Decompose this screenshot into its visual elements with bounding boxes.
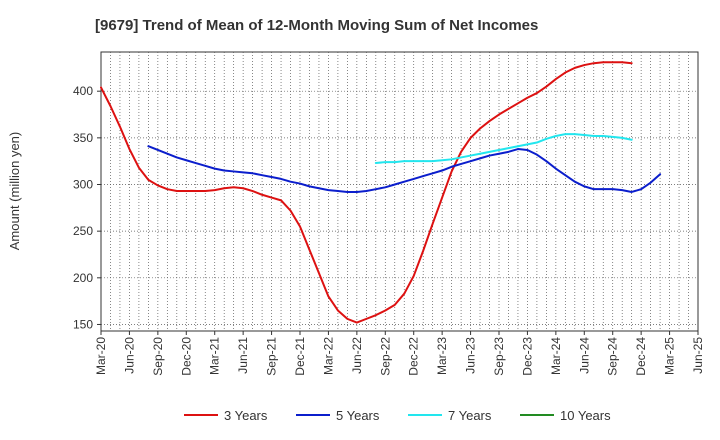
legend: 3 Years 5 Years 7 Years 10 Years (184, 408, 611, 423)
y-tick-label: 250 (73, 224, 93, 238)
x-tick-label: Sep-24 (606, 337, 620, 376)
x-tick-label: Mar-20 (94, 337, 108, 375)
gridlines (101, 52, 698, 331)
x-tick-label: Jun-23 (464, 337, 478, 374)
x-tick-label: Mar-24 (549, 337, 563, 375)
y-tick-label: 400 (73, 84, 93, 98)
y-tick-label: 300 (73, 178, 93, 192)
x-tick-label: Sep-21 (265, 337, 279, 376)
y-tick-label: 150 (73, 317, 93, 331)
x-tick-label: Mar-25 (663, 337, 677, 375)
x-tick-label: Mar-23 (435, 337, 449, 375)
chart-title: [9679] Trend of Mean of 12-Month Moving … (95, 17, 538, 34)
series-lines (100, 61, 662, 324)
series-line-7-years (374, 133, 633, 165)
series-line-5-years (147, 145, 662, 193)
y-axis-ticks: 150 200 250 300 350 400 (73, 84, 101, 331)
legend-label: 5 Years (336, 408, 380, 423)
y-tick-label: 200 (73, 271, 93, 285)
x-tick-label: Mar-22 (321, 337, 335, 375)
y-axis-label: Amount (million yen) (7, 132, 22, 251)
x-tick-label: Jun-21 (236, 337, 250, 374)
x-tick-label: Dec-22 (407, 337, 421, 376)
x-tick-label: Mar-21 (208, 337, 222, 375)
x-tick-label: Sep-20 (151, 337, 165, 376)
y-tick-label: 350 (73, 131, 93, 145)
x-tick-label: Jun-24 (577, 337, 591, 374)
x-tick-label: Jun-20 (122, 337, 136, 374)
x-tick-label: Dec-20 (179, 337, 193, 376)
x-tick-label: Dec-24 (634, 337, 648, 376)
x-tick-label: Sep-22 (378, 337, 392, 376)
x-tick-label: Sep-23 (492, 337, 506, 376)
legend-label: 7 Years (448, 408, 492, 423)
x-tick-label: Dec-21 (293, 337, 307, 376)
legend-label: 3 Years (224, 408, 268, 423)
series-line-3-years (100, 61, 633, 324)
x-tick-label: Jun-22 (350, 337, 364, 374)
legend-label: 10 Years (560, 408, 611, 423)
x-tick-label: Jun-25 (691, 337, 705, 374)
x-tick-label: Dec-23 (520, 337, 534, 376)
x-axis-ticks: Mar-20 Jun-20 Sep-20 Dec-20 Mar-21 Jun-21 Sep-… (94, 331, 705, 376)
